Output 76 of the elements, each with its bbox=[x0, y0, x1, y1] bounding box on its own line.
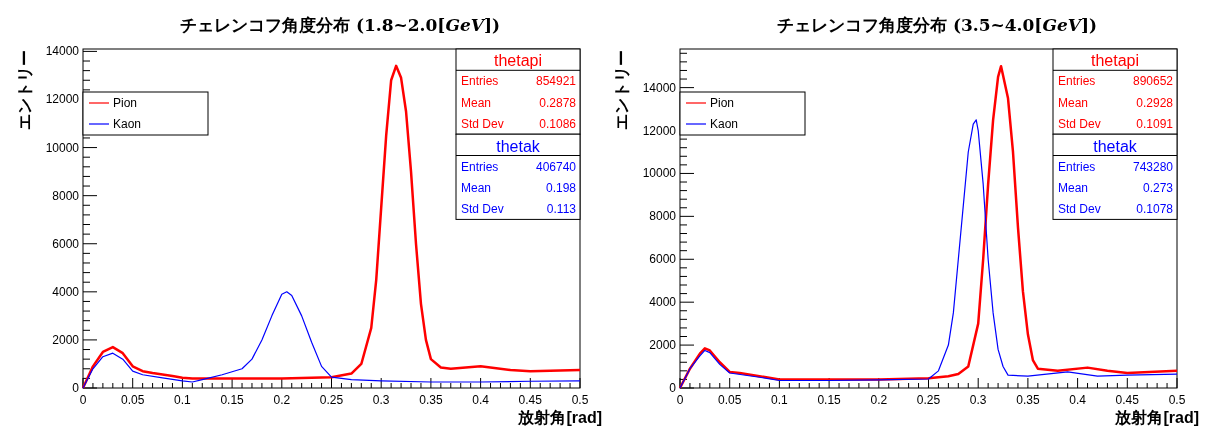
legend-label: Kaon bbox=[113, 117, 142, 131]
annotation: 0.273 bbox=[1142, 180, 1174, 195]
x-tick-label: 0.45 bbox=[518, 393, 543, 407]
annotation: 0.1078 bbox=[1136, 202, 1174, 217]
x-tick-label: 0.3 bbox=[372, 393, 390, 407]
annotation: 0.198 bbox=[545, 180, 577, 195]
annotation: thetak bbox=[496, 137, 541, 155]
chart-title: チェレンコフ角度分布 (1.8~2.0[GeV]) bbox=[179, 15, 501, 35]
y-tick-label: 6000 bbox=[649, 252, 677, 267]
annotation: Std Dev bbox=[1058, 116, 1101, 131]
x-tick-label: 0.1 bbox=[174, 393, 192, 407]
x-tick-label: 0.05 bbox=[121, 393, 145, 407]
y-tick-label: 0 bbox=[669, 381, 677, 395]
annotation: 0.2928 bbox=[1136, 95, 1174, 110]
x-tick-label: 0.3 bbox=[969, 393, 987, 407]
x-tick-label: 0.25 bbox=[319, 393, 344, 407]
legend-label: Kaon bbox=[710, 117, 739, 131]
x-tick-label: 0.2 bbox=[870, 393, 888, 407]
y-tick-label: 12000 bbox=[45, 92, 80, 107]
x-tick-label: 0.1 bbox=[771, 393, 789, 407]
y-tick-label: 8000 bbox=[649, 209, 677, 224]
annotation: Std Dev bbox=[461, 116, 504, 131]
x-tick-label: 0.15 bbox=[817, 393, 842, 407]
y-tick-label: 2000 bbox=[52, 332, 80, 347]
annotation: Std Dev bbox=[1058, 202, 1101, 217]
annotation: 743280 bbox=[1132, 159, 1174, 174]
annotation: 0.1086 bbox=[539, 116, 577, 131]
annotation: Entries bbox=[461, 159, 499, 174]
y-tick-label: 14000 bbox=[45, 44, 80, 59]
x-axis-title: 放射角[rad] bbox=[517, 409, 602, 426]
x-tick-label: 0.05 bbox=[718, 393, 742, 407]
y-axis-title: エントリー bbox=[613, 50, 630, 130]
y-tick-label: 12000 bbox=[642, 123, 677, 138]
annotation: Entries bbox=[1058, 74, 1096, 89]
annotation: 0.113 bbox=[546, 202, 577, 217]
x-tick-label: 0.35 bbox=[419, 393, 443, 407]
x-tick-label: 0.5 bbox=[571, 393, 589, 407]
annotation: thetapi bbox=[1090, 52, 1140, 70]
y-tick-label: 10000 bbox=[642, 166, 677, 181]
annotation: Entries bbox=[1058, 159, 1096, 174]
legend-label: Pion bbox=[113, 96, 138, 110]
x-tick-label: 0.25 bbox=[916, 393, 941, 407]
annotation: Entries bbox=[461, 74, 499, 89]
annotation: Mean bbox=[1058, 95, 1089, 110]
x-tick-label: 0.15 bbox=[220, 393, 245, 407]
legend-label: Pion bbox=[710, 96, 735, 110]
x-tick-label: 0.2 bbox=[273, 393, 291, 407]
annotation: thetapi bbox=[493, 52, 543, 70]
annotation: Mean bbox=[1058, 180, 1089, 195]
x-axis-title: 放射角[rad] bbox=[1114, 409, 1199, 426]
annotation: Std Dev bbox=[461, 202, 504, 217]
y-tick-label: 6000 bbox=[52, 236, 80, 251]
annotation: 0.1091 bbox=[1136, 116, 1174, 131]
line-series bbox=[82, 291, 581, 389]
y-tick-label: 4000 bbox=[52, 284, 80, 299]
y-tick-label: 14000 bbox=[642, 80, 677, 95]
annotation: 890652 bbox=[1132, 74, 1174, 89]
annotation: Mean bbox=[461, 180, 492, 195]
x-tick-label: 0.45 bbox=[1115, 393, 1140, 407]
x-tick-label: 0.4 bbox=[472, 393, 490, 407]
chart-title: チェレンコフ角度分布 (3.5~4.0[GeV]) bbox=[776, 15, 1098, 35]
annotation: thetak bbox=[1093, 137, 1138, 155]
y-tick-label: 0 bbox=[72, 381, 80, 395]
y-tick-label: 2000 bbox=[649, 338, 677, 353]
y-tick-label: 4000 bbox=[649, 295, 677, 310]
annotation: 854921 bbox=[535, 74, 577, 89]
x-tick-label: 0.35 bbox=[1016, 393, 1040, 407]
y-tick-label: 8000 bbox=[52, 188, 80, 203]
line-series bbox=[679, 119, 1178, 389]
annotation: Mean bbox=[461, 95, 492, 110]
annotation: 0.2878 bbox=[539, 95, 577, 110]
x-tick-label: 0.4 bbox=[1069, 393, 1087, 407]
annotation: 406740 bbox=[535, 159, 577, 174]
y-tick-label: 10000 bbox=[45, 140, 80, 155]
x-tick-label: 0.5 bbox=[1168, 393, 1186, 407]
y-axis-title: エントリー bbox=[16, 50, 33, 130]
